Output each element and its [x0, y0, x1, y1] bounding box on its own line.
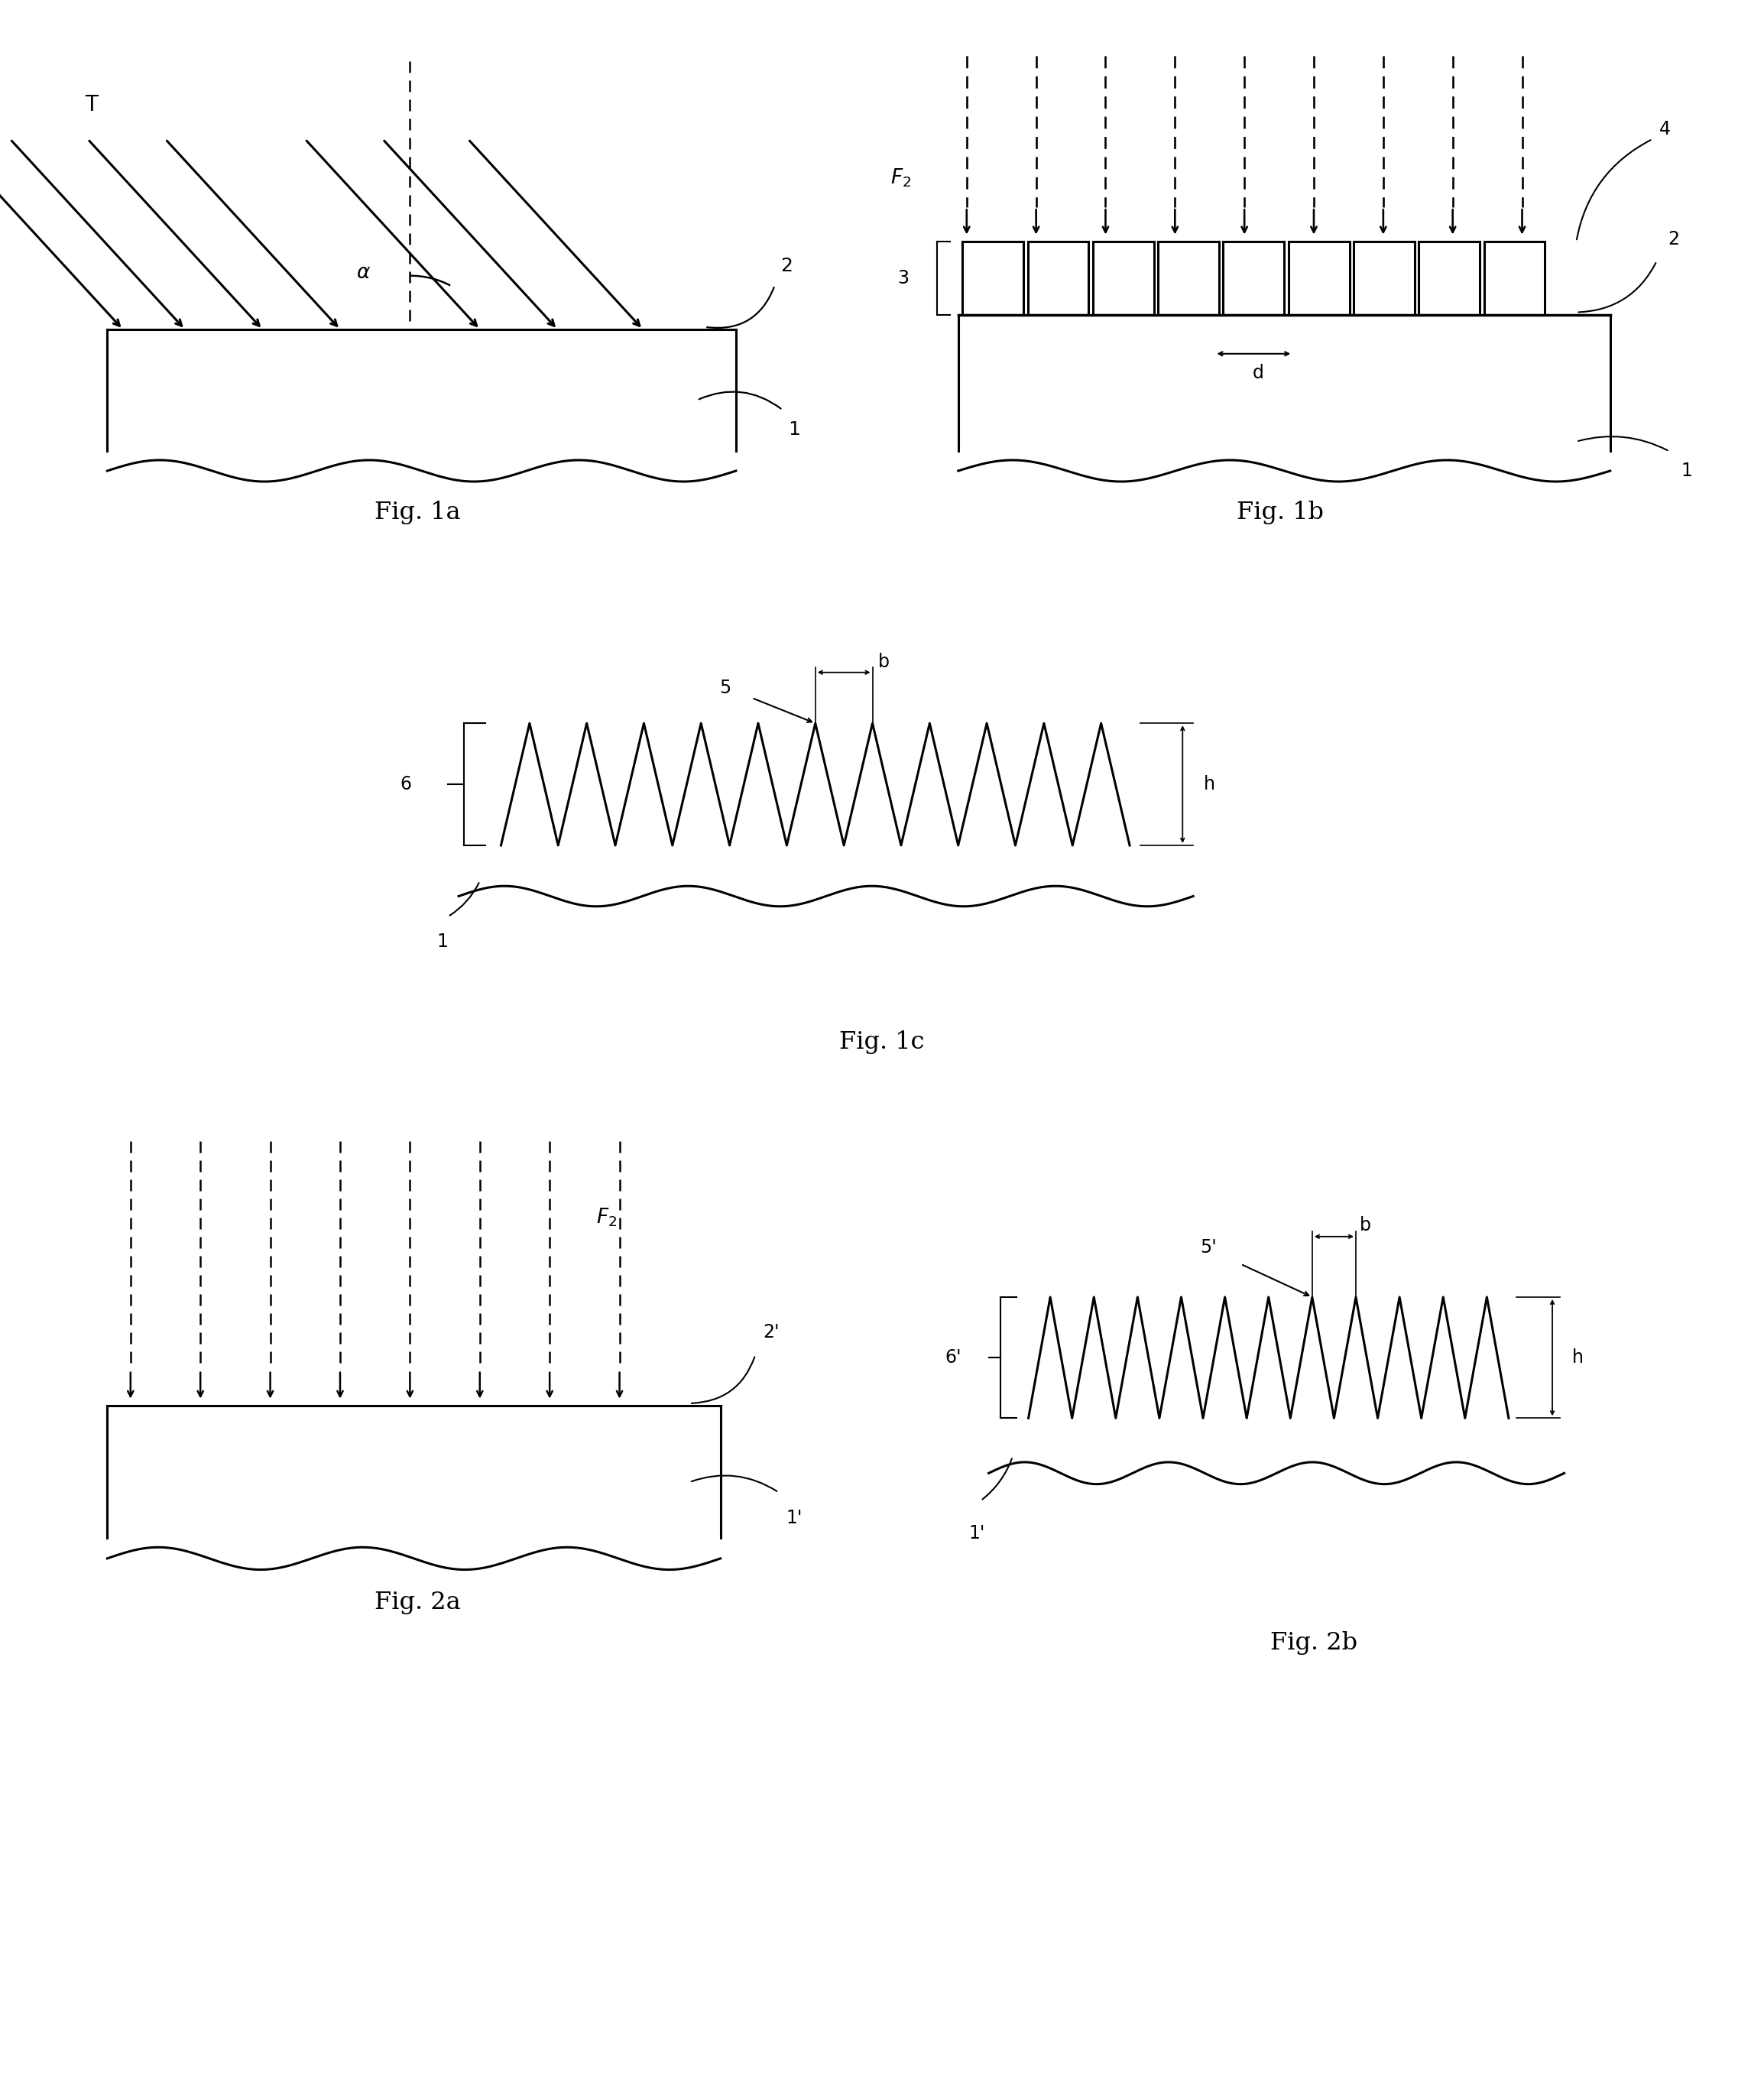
Bar — [1157, 241, 1219, 316]
Text: h: h — [1203, 774, 1215, 793]
Text: $F_2$: $F_2$ — [596, 1206, 617, 1229]
Text: d: d — [1252, 363, 1263, 382]
Text: 4: 4 — [1660, 120, 1671, 139]
Text: Fig. 2a: Fig. 2a — [374, 1590, 460, 1615]
Bar — [1094, 241, 1154, 316]
Bar — [1028, 241, 1088, 316]
Text: Fig. 2b: Fig. 2b — [1270, 1632, 1358, 1655]
Text: 2: 2 — [780, 257, 792, 276]
Bar — [1222, 241, 1284, 316]
Text: 6: 6 — [400, 774, 411, 793]
Text: 1: 1 — [1681, 461, 1692, 480]
Text: Fig. 1a: Fig. 1a — [374, 500, 460, 525]
Text: 1': 1' — [787, 1509, 803, 1528]
Text: T: T — [85, 93, 99, 116]
Text: $F_2$: $F_2$ — [891, 168, 912, 189]
Text: 5': 5' — [1200, 1239, 1217, 1256]
Bar — [1288, 241, 1349, 316]
Text: h: h — [1572, 1349, 1584, 1366]
Bar — [963, 241, 1023, 316]
Text: 5: 5 — [720, 679, 730, 698]
Text: 1': 1' — [968, 1524, 984, 1542]
Text: b: b — [1360, 1217, 1371, 1235]
Text: Fig. 1c: Fig. 1c — [840, 1030, 924, 1055]
Text: 3: 3 — [898, 270, 908, 286]
Bar — [1353, 241, 1415, 316]
Bar — [1418, 241, 1480, 316]
Text: 1: 1 — [437, 932, 448, 951]
Text: 1: 1 — [789, 419, 801, 438]
Text: Fig. 1b: Fig. 1b — [1237, 500, 1323, 525]
Text: 2: 2 — [1669, 230, 1679, 249]
Text: 2': 2' — [762, 1322, 780, 1341]
Text: $\alpha$: $\alpha$ — [356, 264, 370, 282]
Bar — [1484, 241, 1545, 316]
Text: 6': 6' — [946, 1349, 961, 1366]
Text: b: b — [878, 654, 889, 671]
